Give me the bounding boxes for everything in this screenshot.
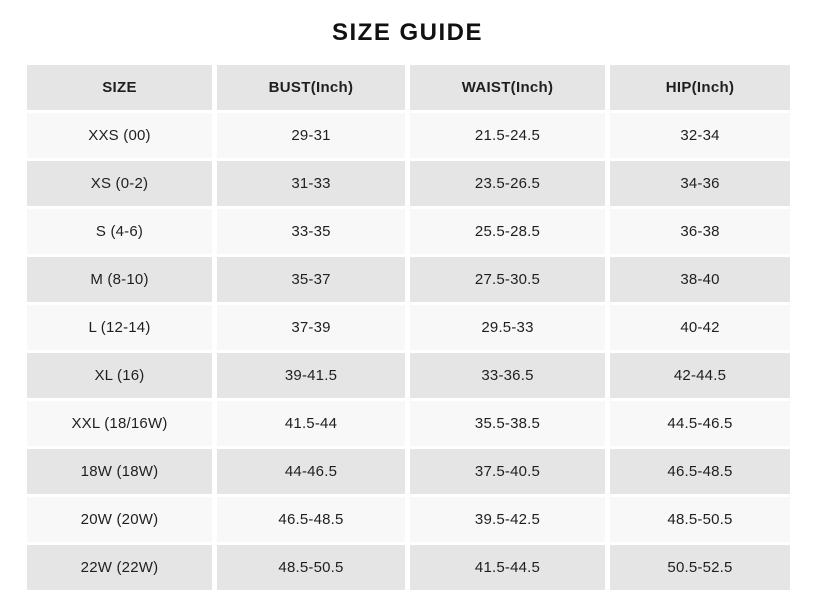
page-title: SIZE GUIDE: [331, 19, 484, 46]
bust-cell: 48.5-50.5: [217, 545, 405, 590]
waist-cell: 25.5-28.5: [410, 209, 605, 254]
column-header-hip: HIP(Inch): [610, 65, 790, 110]
bust-cell: 44-46.5: [217, 449, 405, 494]
hip-cell: 36-38: [610, 209, 790, 254]
waist-cell: 23.5-26.5: [410, 161, 605, 206]
hip-cell: 50.5-52.5: [610, 545, 790, 590]
hip-cell: 42-44.5: [610, 353, 790, 398]
size-chart-table: SIZE BUST(Inch) WAIST(Inch) HIP(Inch) XX…: [27, 65, 790, 590]
bust-cell: 46.5-48.5: [217, 497, 405, 542]
bust-cell: 37-39: [217, 305, 405, 350]
table-row: 20W (20W) 46.5-48.5 39.5-42.5 48.5-50.5: [27, 497, 790, 542]
hip-cell: 34-36: [610, 161, 790, 206]
table-row: L (12-14) 37-39 29.5-33 40-42: [27, 305, 790, 350]
table-header-row: SIZE BUST(Inch) WAIST(Inch) HIP(Inch): [27, 65, 790, 110]
size-cell: XXS (00): [27, 113, 212, 158]
size-cell: L (12-14): [27, 305, 212, 350]
waist-cell: 41.5-44.5: [410, 545, 605, 590]
hip-cell: 46.5-48.5: [610, 449, 790, 494]
table-row: M (8-10) 35-37 27.5-30.5 38-40: [27, 257, 790, 302]
size-cell: XL (16): [27, 353, 212, 398]
table-row: XXS (00) 29-31 21.5-24.5 32-34: [27, 113, 790, 158]
size-cell: XXL (18/16W): [27, 401, 212, 446]
bust-cell: 39-41.5: [217, 353, 405, 398]
waist-cell: 29.5-33: [410, 305, 605, 350]
column-header-size: SIZE: [27, 65, 212, 110]
hip-cell: 48.5-50.5: [610, 497, 790, 542]
bust-cell: 35-37: [217, 257, 405, 302]
table-row: XXL (18/16W) 41.5-44 35.5-38.5 44.5-46.5: [27, 401, 790, 446]
bust-cell: 33-35: [217, 209, 405, 254]
hip-cell: 38-40: [610, 257, 790, 302]
bust-cell: 31-33: [217, 161, 405, 206]
table-row: 22W (22W) 48.5-50.5 41.5-44.5 50.5-52.5: [27, 545, 790, 590]
waist-cell: 33-36.5: [410, 353, 605, 398]
size-cell: XS (0-2): [27, 161, 212, 206]
hip-cell: 44.5-46.5: [610, 401, 790, 446]
size-cell: 22W (22W): [27, 545, 212, 590]
size-cell: S (4-6): [27, 209, 212, 254]
waist-cell: 37.5-40.5: [410, 449, 605, 494]
table-row: XL (16) 39-41.5 33-36.5 42-44.5: [27, 353, 790, 398]
bust-cell: 41.5-44: [217, 401, 405, 446]
table-row: S (4-6) 33-35 25.5-28.5 36-38: [27, 209, 790, 254]
waist-cell: 27.5-30.5: [410, 257, 605, 302]
column-header-bust: BUST(Inch): [217, 65, 405, 110]
size-cell: 18W (18W): [27, 449, 212, 494]
waist-cell: 35.5-38.5: [410, 401, 605, 446]
table-row: 18W (18W) 44-46.5 37.5-40.5 46.5-48.5: [27, 449, 790, 494]
waist-cell: 39.5-42.5: [410, 497, 605, 542]
bust-cell: 29-31: [217, 113, 405, 158]
waist-cell: 21.5-24.5: [410, 113, 605, 158]
column-header-waist: WAIST(Inch): [410, 65, 605, 110]
size-cell: 20W (20W): [27, 497, 212, 542]
table-row: XS (0-2) 31-33 23.5-26.5 34-36: [27, 161, 790, 206]
hip-cell: 32-34: [610, 113, 790, 158]
hip-cell: 40-42: [610, 305, 790, 350]
size-cell: M (8-10): [27, 257, 212, 302]
